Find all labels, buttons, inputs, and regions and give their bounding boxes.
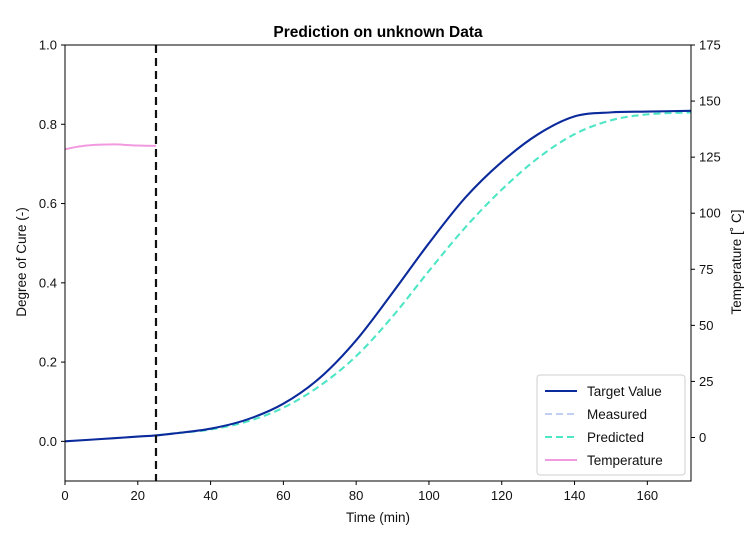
- legend-label-target-value: Target Value: [587, 384, 662, 399]
- x-tick-label: 60: [276, 488, 290, 503]
- x-tick-label: 160: [636, 488, 658, 503]
- x-tick-label: 140: [564, 488, 586, 503]
- y-right-tick-label: 75: [699, 262, 713, 277]
- y-tick-label: 0.0: [39, 434, 57, 449]
- x-tick-label: 0: [61, 488, 68, 503]
- series-line-temperature: [65, 143, 157, 151]
- y-tick-label: 0.4: [39, 275, 57, 290]
- y-right-tick-label: 150: [699, 94, 721, 109]
- plot-area: 0 20 40 60 80 100 120 140 160 0.0 0.2 0.4 0.6 0.8 1.0 0…: [39, 38, 721, 504]
- x-tick-label: 40: [203, 488, 217, 503]
- y-tick-label: 0.8: [39, 117, 57, 132]
- legend: Target Value Measured Predicted Temperature: [536, 374, 686, 476]
- legend-label-measured: Measured: [587, 407, 647, 422]
- y-tick-label: 0.6: [39, 196, 57, 211]
- x-tick-label: 120: [491, 488, 513, 503]
- y-right-tick-label: 100: [699, 206, 721, 221]
- legend-label-predicted: Predicted: [587, 430, 644, 445]
- x-axis-label: Time (min): [346, 510, 410, 525]
- y-axis-label: Degree of Cure (-): [14, 207, 29, 317]
- y-right-tick-label: 175: [699, 38, 721, 53]
- series-line-predicted: [155, 111, 691, 437]
- y-tick-label: 0.2: [39, 355, 57, 370]
- plot-frame: [64, 44, 692, 482]
- legend-label-temperature: Temperature: [587, 453, 663, 468]
- x-tick-label: 80: [349, 488, 363, 503]
- x-tick-label: 100: [418, 488, 440, 503]
- legend-box: [536, 374, 686, 476]
- x-tick-label: 20: [131, 488, 145, 503]
- y-axis-right-label: Temperature [˚ C]: [729, 209, 744, 314]
- y-tick-label: 1.0: [39, 38, 57, 53]
- y-right-tick-label: 50: [699, 318, 713, 333]
- y-right-tick-label: 0: [699, 430, 706, 445]
- y-right-tick-label: 25: [699, 374, 713, 389]
- y-right-tick-label: 125: [699, 150, 721, 165]
- chart-title: Prediction on unknown Data: [273, 24, 483, 41]
